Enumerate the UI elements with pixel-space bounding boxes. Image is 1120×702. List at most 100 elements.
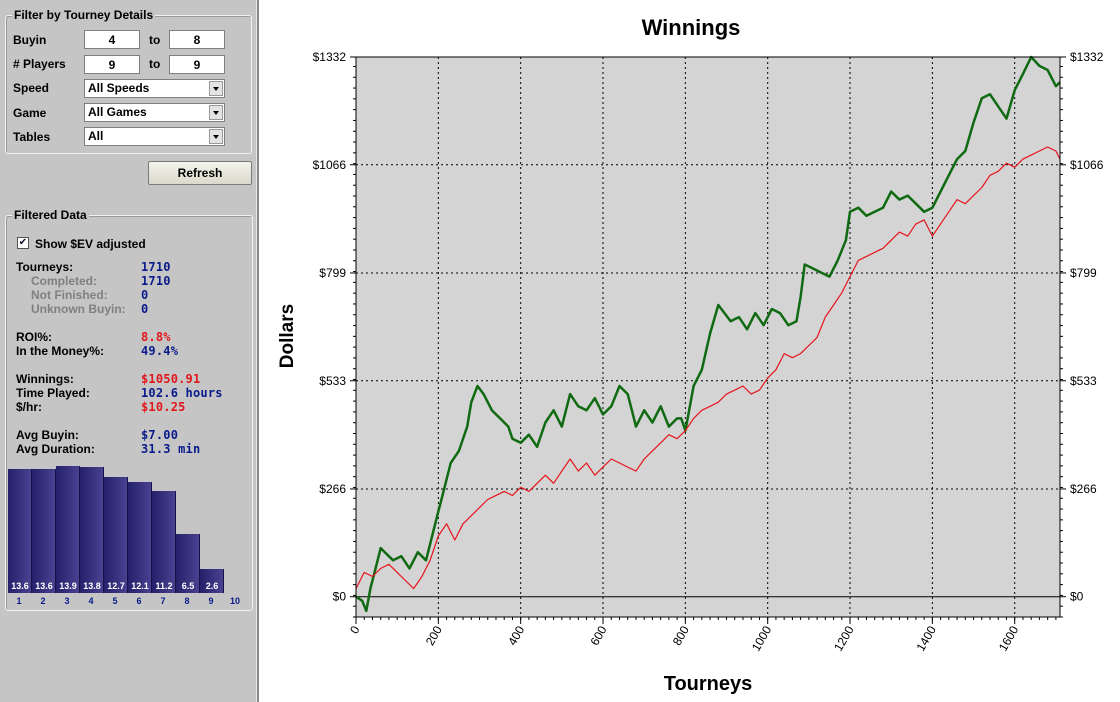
avg-duration-value: 31.3 min	[141, 442, 201, 456]
itm-label: In the Money%:	[16, 344, 105, 358]
y-tick-label-right: $266	[1070, 482, 1097, 496]
winnings-chart: Winnings Tourneys Dollars $0 $0 $266 $266 $5…	[277, 15, 1104, 695]
histogram-position-label: 2	[40, 596, 46, 606]
roi-label: ROI%:	[16, 330, 52, 344]
speed-label: Speed	[13, 81, 50, 95]
histogram-bar	[56, 466, 80, 593]
histogram-bar	[8, 469, 32, 593]
plot-border	[355, 56, 1061, 618]
histogram-position-label: 5	[112, 596, 118, 606]
histogram-position-label: 10	[229, 596, 240, 606]
y-tick-label: $1332	[313, 50, 347, 64]
y-tick-label: $1066	[313, 158, 347, 172]
time-played-value: 102.6 hours	[141, 386, 223, 400]
winnings-label: Winnings:	[16, 372, 74, 386]
histogram-bar	[80, 467, 104, 593]
y-tick-label-right: $533	[1070, 374, 1097, 388]
filter-sidebar: Filter by Tourney Details Buyin to # Pla…	[0, 0, 256, 702]
avg-duration-label: Avg Duration:	[16, 442, 95, 456]
series-lines	[355, 55, 1061, 613]
histogram-position-label: 3	[64, 596, 70, 606]
histogram-position-label: 7	[160, 596, 166, 606]
buyin-label: Buyin	[13, 33, 47, 47]
players-label: # Players	[13, 57, 66, 71]
x-tick-label: 1400	[913, 623, 939, 653]
show-ev-checkbox[interactable]: ✔	[17, 237, 29, 249]
buyin-to-label: to	[149, 33, 161, 47]
players-to-input[interactable]	[169, 55, 225, 74]
winnings-line	[355, 55, 1061, 613]
x-tick-label: 400	[505, 623, 527, 648]
chart-title: Winnings	[642, 15, 741, 40]
game-label: Game	[13, 106, 47, 120]
avg-buyin-label: Avg Buyin:	[16, 428, 79, 442]
histogram-bar	[128, 482, 152, 593]
y-tick-label-right: $799	[1070, 266, 1097, 280]
per-hour-label: $/hr:	[16, 400, 43, 414]
buyin-from-input[interactable]	[84, 30, 140, 49]
histogram-position-label: 9	[208, 596, 214, 606]
buyin-to-input[interactable]	[169, 30, 225, 49]
chevron-down-icon[interactable]	[209, 129, 223, 144]
histogram-bar-label: 6.5	[181, 581, 195, 591]
histogram-bar-label: 12.1	[131, 581, 149, 591]
tables-select[interactable]: All	[84, 127, 225, 146]
time-played-label: Time Played:	[16, 386, 90, 400]
unknown-buyin-value: 0	[141, 302, 149, 316]
histogram-bar-label: 13.8	[83, 581, 101, 591]
tourneys-value: 1710	[141, 260, 171, 274]
tourney-filter-title: Filter by Tourney Details	[12, 8, 156, 22]
y-tick-label-right: $1066	[1070, 158, 1104, 172]
chevron-down-icon[interactable]	[209, 81, 223, 96]
histogram-bar-label: 11.2	[155, 581, 173, 591]
speed-select-value: All Speeds	[88, 81, 150, 95]
x-tick-label: 1200	[831, 623, 857, 653]
not-finished-label: Not Finished:	[31, 288, 108, 302]
sidebar-splitter[interactable]	[256, 0, 259, 702]
tables-label: Tables	[13, 130, 51, 144]
ev-adjusted-line	[355, 146, 1061, 590]
chevron-down-icon[interactable]	[209, 105, 223, 120]
histogram-bar	[32, 469, 56, 593]
x-tick-label: 0	[347, 623, 363, 636]
histogram-bar-label: 13.6	[35, 581, 53, 591]
itm-value: 49.4%	[141, 344, 179, 358]
y-axis-label: Dollars	[277, 304, 298, 368]
y-tick-label-right: $0	[1070, 590, 1084, 604]
histogram-bar	[200, 569, 224, 593]
histogram-bar	[176, 534, 200, 593]
avg-buyin-value: $7.00	[141, 428, 179, 442]
roi-value: 8.8%	[141, 330, 171, 344]
histogram-bar-label: 12.7	[107, 581, 125, 591]
x-tick-label: 1000	[749, 623, 775, 653]
players-to-label: to	[149, 57, 161, 71]
tables-select-value: All	[88, 129, 104, 143]
tourney-filter-group: Filter by Tourney Details	[5, 8, 252, 154]
not-finished-value: 0	[141, 288, 149, 302]
y-tick-label: $0	[333, 590, 347, 604]
histogram-bar-label: 13.6	[11, 581, 29, 591]
histogram-bar	[104, 477, 128, 593]
game-select-value: All Games	[88, 105, 147, 119]
tourneys-label: Tourneys:	[16, 260, 74, 274]
x-axis-label: Tourneys	[664, 673, 753, 695]
completed-value: 1710	[141, 274, 171, 288]
y-tick-label: $266	[319, 482, 346, 496]
speed-select[interactable]: All Speeds	[84, 79, 225, 98]
histogram-position-label: 4	[88, 596, 94, 606]
x-tick-label: 200	[423, 623, 445, 648]
finish-position-histogram: 13.6 13.6 13.9 13.8 12.7 12.1 11.2 6.5 2.6	[8, 463, 254, 593]
x-tick-label: 800	[670, 623, 692, 648]
x-tick-label: 600	[587, 623, 609, 648]
histogram-bar-label: 13.9	[59, 581, 77, 591]
game-select[interactable]: All Games	[84, 103, 225, 122]
filtered-data-group: Filtered Data	[5, 208, 253, 611]
show-ev-label: Show $EV adjusted	[35, 237, 146, 251]
y-tick-label: $533	[319, 374, 346, 388]
unknown-buyin-label: Unknown Buyin:	[31, 302, 126, 316]
y-tick-label-right: $1332	[1070, 50, 1104, 64]
completed-label: Completed:	[31, 274, 97, 288]
players-from-input[interactable]	[84, 55, 140, 74]
refresh-button[interactable]: Refresh	[148, 161, 252, 185]
per-hour-value: $10.25	[141, 400, 186, 414]
